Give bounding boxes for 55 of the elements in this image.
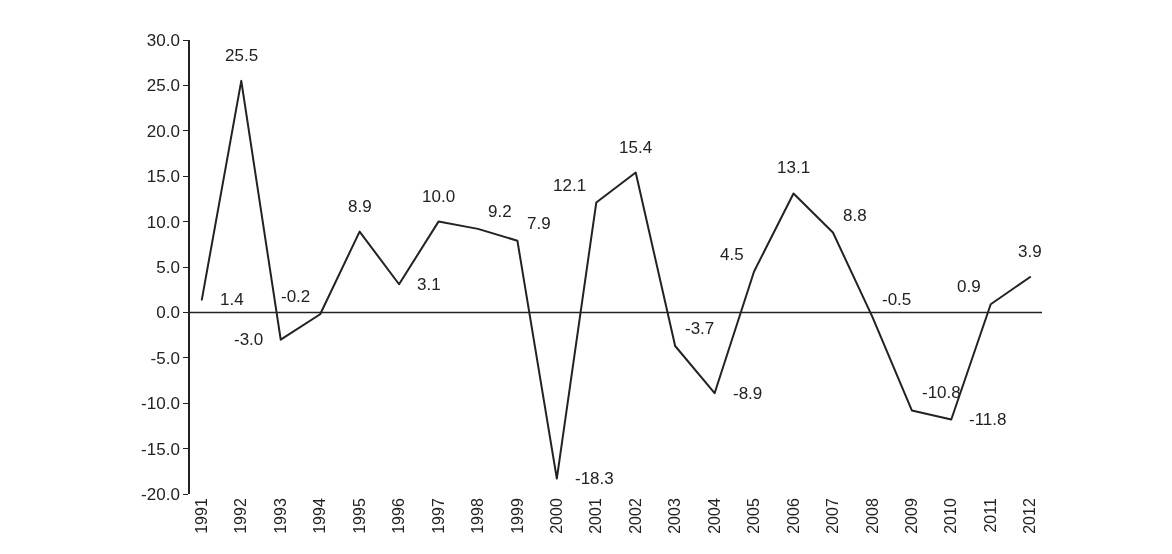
x-tick-label: 2012 [1021,498,1039,534]
x-tick-label: 2002 [626,498,644,534]
data-label: 9.2 [488,202,512,221]
data-label: 8.9 [348,197,372,216]
x-tick-label: 1996 [390,498,408,534]
data-label: 3.1 [417,275,441,294]
data-label: 3.9 [1018,242,1042,261]
x-tick-label: 1991 [193,498,211,534]
x-tick-label: 1998 [469,498,487,534]
data-label: 12.1 [553,176,587,195]
data-label: -18.3 [575,469,614,488]
y-tick-label: 30.0 [146,30,180,50]
x-tick-label: 2007 [824,498,842,534]
x-tick-label: 1992 [232,498,250,534]
x-tick-label: 2010 [942,498,960,534]
data-label: 13.1 [777,158,811,177]
data-label: 7.9 [527,214,551,233]
x-tick-label: 2008 [863,498,881,534]
y-tick-label: 20.0 [146,121,180,141]
x-tick-label: 2006 [784,498,802,534]
data-label: 1.4 [220,290,244,309]
y-tick-label: 10.0 [146,212,180,232]
data-label: -3.0 [234,330,264,349]
data-label: 0.9 [957,277,981,296]
x-tick-label: 2009 [903,498,921,534]
y-tick-label: -5.0 [150,348,180,368]
data-label: -8.9 [733,384,763,403]
x-tick-label: 1993 [271,498,289,534]
data-label: -10.8 [922,383,961,402]
data-label: 25.5 [225,46,259,65]
y-tick-label: 0.0 [156,303,180,323]
y-tick-label: 5.0 [156,257,180,277]
x-tick-label: 2005 [745,498,763,534]
x-tick-label: 2001 [587,498,605,534]
x-tick-label: 2003 [666,498,684,534]
data-label: -0.5 [882,290,912,309]
data-label: 10.0 [422,187,456,206]
y-tick-label: 15.0 [146,167,180,187]
x-tick-label: 1994 [311,498,329,534]
x-tick-label: 1997 [429,498,447,534]
x-tick-label: 1995 [350,498,368,534]
y-tick-label: -15.0 [141,439,180,459]
x-tick-label: 2011 [981,498,999,533]
x-tick-label: 2000 [548,498,566,534]
x-tick-label: 1999 [508,498,526,534]
data-label: 15.4 [619,138,653,157]
data-label: -11.8 [969,410,1007,429]
x-tick-label: 2004 [705,498,723,534]
y-tick-label: 25.0 [146,76,180,96]
y-tick-label: -10.0 [141,394,180,414]
data-label: -0.2 [281,287,311,306]
data-label: 8.8 [843,206,867,225]
data-label: 4.5 [720,245,744,264]
data-label: -3.7 [685,319,715,338]
y-tick-label: -20.0 [141,484,180,504]
